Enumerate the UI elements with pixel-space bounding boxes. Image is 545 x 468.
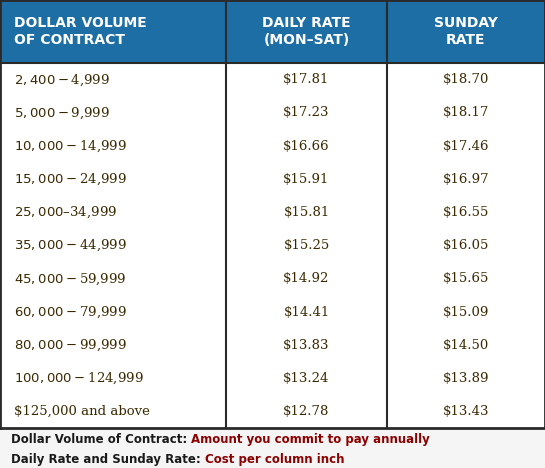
Text: DOLLAR VOLUME
OF CONTRACT: DOLLAR VOLUME OF CONTRACT <box>14 16 147 47</box>
Text: $2,400 - $4,999: $2,400 - $4,999 <box>14 72 110 88</box>
Text: $80,000 - $99,999: $80,000 - $99,999 <box>14 337 126 353</box>
Text: $10,000 - $14,999: $10,000 - $14,999 <box>14 139 126 154</box>
Text: $15.65: $15.65 <box>443 272 489 285</box>
Text: $18.70: $18.70 <box>443 73 489 86</box>
Text: $13.83: $13.83 <box>283 339 330 352</box>
Bar <box>0 0 545 63</box>
Text: Dollar Volume of Contract:: Dollar Volume of Contract: <box>11 433 191 446</box>
Text: $16.66: $16.66 <box>283 139 330 153</box>
Text: $100,000 - $124,999: $100,000 - $124,999 <box>14 371 143 386</box>
Text: $60,000 - $79,999: $60,000 - $79,999 <box>14 304 126 320</box>
Text: $14.92: $14.92 <box>283 272 330 285</box>
Text: $14.41: $14.41 <box>283 306 330 319</box>
Text: $15,000 - $24,999: $15,000 - $24,999 <box>14 172 126 187</box>
Text: $13.43: $13.43 <box>443 405 489 418</box>
Text: $35,000 - $44,999: $35,000 - $44,999 <box>14 238 126 254</box>
Text: $16.97: $16.97 <box>443 173 489 186</box>
Text: Daily Rate and Sunday Rate:: Daily Rate and Sunday Rate: <box>11 453 205 466</box>
Text: $16.55: $16.55 <box>443 206 489 219</box>
Text: $13.89: $13.89 <box>443 372 489 385</box>
Text: $15.09: $15.09 <box>443 306 489 319</box>
Text: $45,000 - $59,999: $45,000 - $59,999 <box>14 271 126 286</box>
Text: $15.81: $15.81 <box>283 206 330 219</box>
Text: $15.91: $15.91 <box>283 173 330 186</box>
Text: $125,000 and above: $125,000 and above <box>14 405 149 418</box>
Text: $17.23: $17.23 <box>283 106 330 119</box>
Text: $15.25: $15.25 <box>283 239 330 252</box>
Text: $17.46: $17.46 <box>443 139 489 153</box>
Text: DAILY RATE
(MON–SAT): DAILY RATE (MON–SAT) <box>262 16 351 47</box>
Text: $12.78: $12.78 <box>283 405 330 418</box>
Text: $14.50: $14.50 <box>443 339 489 352</box>
Text: Cost per column inch: Cost per column inch <box>205 453 344 466</box>
Text: $25,000 – $34,999: $25,000 – $34,999 <box>14 205 117 220</box>
Text: $16.05: $16.05 <box>443 239 489 252</box>
Text: $13.24: $13.24 <box>283 372 330 385</box>
Text: $5,000 - $9,999: $5,000 - $9,999 <box>14 105 110 121</box>
Text: $17.81: $17.81 <box>283 73 330 86</box>
Text: Amount you commit to pay annually: Amount you commit to pay annually <box>191 433 430 446</box>
Text: $18.17: $18.17 <box>443 106 489 119</box>
Text: SUNDAY
RATE: SUNDAY RATE <box>434 16 498 47</box>
